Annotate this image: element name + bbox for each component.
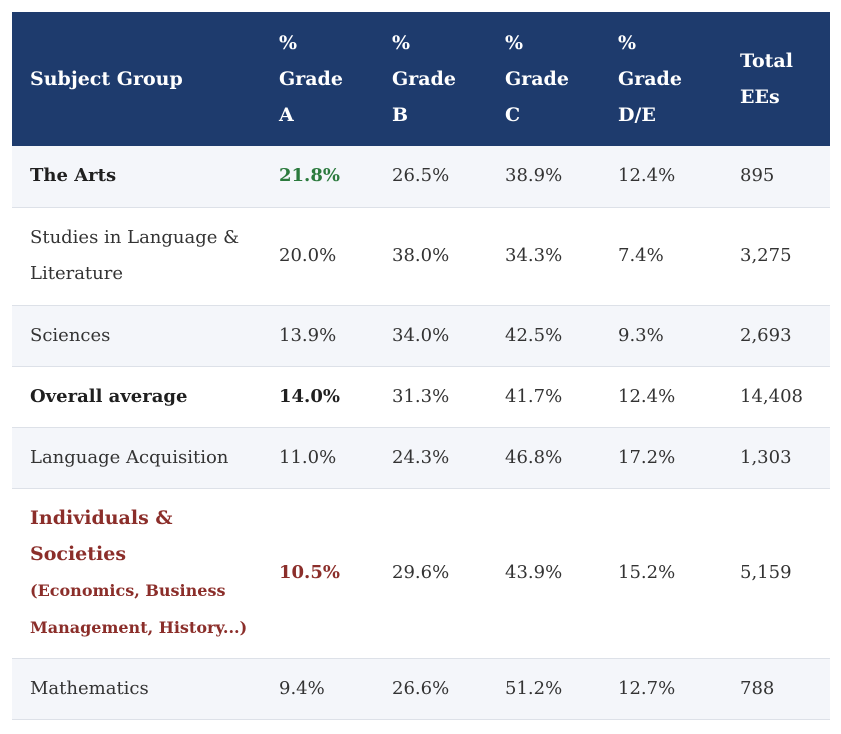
header-subject-group: Subject Group: [30, 68, 183, 90]
total-cell: 3,275: [722, 207, 830, 306]
header-grade-c: % Grade C: [505, 32, 569, 126]
header-row: Subject Group % Grade A % Grade B % Grad…: [12, 12, 830, 146]
total-cell: 5,159: [722, 488, 830, 659]
total-cell: 895: [722, 146, 830, 208]
grade-c-cell: 42.5%: [487, 305, 600, 367]
grade-c-cell: 38.9%: [487, 146, 600, 208]
grade-de-cell: 17.2%: [600, 427, 722, 489]
grade-a-cell: 21.8%: [261, 146, 374, 208]
subject-cell: Language Acquisition: [12, 427, 261, 489]
grade-b-cell: 34.0%: [374, 305, 487, 367]
grade-b-cell: 26.6%: [374, 658, 487, 720]
grade-b-cell: 24.3%: [374, 427, 487, 489]
grade-b-cell: 26.5%: [374, 146, 487, 208]
table-row: Overall average 14.0% 31.3% 41.7% 12.4% …: [12, 366, 830, 428]
header-grade-a: % Grade A: [279, 32, 343, 126]
subject-cell: Individuals & Societies (Economics, Busi…: [12, 488, 261, 659]
total-cell: 1,303: [722, 427, 830, 489]
grade-a-cell: 14.0%: [261, 366, 374, 428]
header-grade-b: % Grade B: [392, 32, 456, 126]
total-cell: 2,693: [722, 305, 830, 367]
grade-a-cell: 9.4%: [261, 658, 374, 720]
header-grade-de: % Grade D/E: [618, 32, 682, 126]
grade-de-cell: 12.4%: [600, 366, 722, 428]
grade-de-cell: 9.3%: [600, 305, 722, 367]
grade-b-cell: 31.3%: [374, 366, 487, 428]
grade-de-cell: 7.4%: [600, 207, 722, 306]
table-row: Language Acquisition 11.0% 24.3% 46.8% 1…: [12, 427, 830, 489]
grade-de-cell: 15.2%: [600, 488, 722, 659]
subject-cell: The Arts: [12, 146, 261, 208]
grade-de-cell: 12.7%: [600, 658, 722, 720]
table-row: Individuals & Societies (Economics, Busi…: [12, 488, 830, 659]
grade-a-cell: 11.0%: [261, 427, 374, 489]
total-cell: 788: [722, 658, 830, 720]
subject-cell: Overall average: [12, 366, 261, 428]
table-row: Mathematics 9.4% 26.6% 51.2% 12.7% 788: [12, 658, 830, 720]
grade-c-cell: 46.8%: [487, 427, 600, 489]
grade-de-cell: 12.4%: [600, 146, 722, 208]
subject-cell: Sciences: [12, 305, 261, 367]
grade-a-cell: 10.5%: [261, 488, 374, 659]
header-total-ees: Total EEs: [740, 50, 793, 108]
grade-c-cell: 43.9%: [487, 488, 600, 659]
grade-distribution-table: Subject Group % Grade A % Grade B % Grad…: [12, 12, 830, 720]
grade-c-cell: 34.3%: [487, 207, 600, 306]
grade-b-cell: 38.0%: [374, 207, 487, 306]
subject-cell: Mathematics: [12, 658, 261, 720]
grade-a-cell: 13.9%: [261, 305, 374, 367]
grade-a-cell: 20.0%: [261, 207, 374, 306]
grade-b-cell: 29.6%: [374, 488, 487, 659]
grade-c-cell: 51.2%: [487, 658, 600, 720]
table-row: Studies in Language & Literature 20.0% 3…: [12, 207, 830, 306]
table-row: Sciences 13.9% 34.0% 42.5% 9.3% 2,693: [12, 305, 830, 367]
table-row: The Arts 21.8% 26.5% 38.9% 12.4% 895: [12, 146, 830, 208]
subject-cell: Studies in Language & Literature: [12, 207, 261, 306]
total-cell: 14,408: [722, 366, 830, 428]
grade-c-cell: 41.7%: [487, 366, 600, 428]
